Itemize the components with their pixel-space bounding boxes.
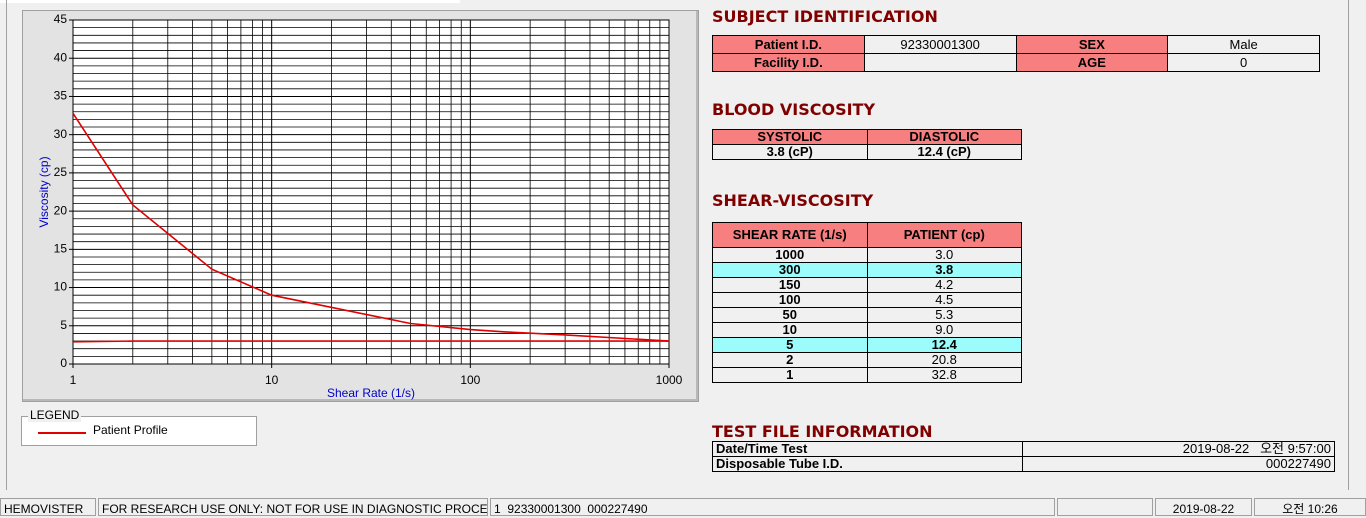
shear-rate: 100: [712, 292, 868, 308]
row: Disposable Tube I.D. 000227490: [712, 456, 1335, 472]
patient-value: 3.0: [866, 247, 1022, 263]
row: Patient I.D. 92330001300 SEX Male: [712, 35, 1320, 54]
section-title: TEST FILE INFORMATION: [712, 422, 933, 441]
shear-rate: 1: [712, 367, 868, 383]
patient-value: 5.3: [866, 307, 1022, 323]
label: Patient I.D.: [712, 35, 865, 54]
patient-value: 4.2: [866, 277, 1022, 293]
x-axis-label: Shear Rate (1/s): [327, 386, 415, 400]
row: SHEAR RATE (1/s) PATIENT (cp): [712, 222, 1022, 248]
patient-value: 20.8: [866, 352, 1022, 368]
row: 5 12.4: [712, 337, 1022, 353]
shear-rate: 1000: [712, 247, 868, 263]
row: SYSTOLIC DIASTOLIC: [712, 129, 1022, 145]
chart: 0 5 10 15 20 25 30 35 40 45 1 10 100 1000 Shear Rate (…: [37, 12, 683, 400]
series-line: [72, 340, 669, 343]
row: 50 5.3: [712, 307, 1022, 323]
y-tick-label: 25: [54, 165, 68, 179]
header: SYSTOLIC: [712, 129, 868, 145]
label: Disposable Tube I.D.: [712, 456, 1023, 472]
value: 3.8 (cP): [712, 144, 868, 160]
x-tick-label: 1: [70, 373, 77, 387]
value: 92330001300: [863, 35, 1017, 54]
patient-value: 12.4: [866, 337, 1022, 353]
status-notice: FOR RESEARCH USE ONLY: NOT FOR USE IN DI…: [98, 498, 488, 516]
legend-entry: Patient Profile: [93, 423, 168, 437]
x-tick-label: 10: [265, 373, 279, 387]
status-time: 오전 10:26: [1254, 498, 1366, 516]
y-tick-label: 15: [54, 242, 68, 256]
value: [863, 53, 1017, 72]
row: 100 4.5: [712, 292, 1022, 308]
blood-viscosity-table: SYSTOLIC DIASTOLIC 3.8 (cP) 12.4 (cP): [712, 129, 1022, 160]
y-tick-label: 45: [54, 12, 68, 26]
value: 000227490: [1022, 456, 1335, 472]
legend-swatch-area: Patient Profile: [38, 423, 168, 437]
y-tick-label: 30: [54, 127, 68, 141]
shear-rate: 150: [712, 277, 868, 293]
row: Facility I.D. AGE 0: [712, 53, 1320, 72]
section-title: SUBJECT IDENTIFICATION: [712, 7, 938, 26]
panel-edge: [6, 0, 7, 490]
subject-table: Patient I.D. 92330001300 SEX Male Facili…: [712, 35, 1320, 72]
section-title: SHEAR-VISCOSITY: [712, 191, 874, 210]
top-strip: [0, 0, 460, 3]
legend-title: LEGEND: [28, 408, 82, 422]
section-title: BLOOD VISCOSITY: [712, 100, 876, 119]
status-app: HEMOVISTER: [0, 498, 96, 516]
shear-rate: 300: [712, 262, 868, 278]
plot-area: [72, 19, 670, 365]
value: 2019-08-22 오전 9:57:00: [1022, 441, 1335, 457]
status-blank: [1057, 498, 1153, 516]
shear-rate: 5: [712, 337, 868, 353]
patient-value: 9.0: [866, 322, 1022, 338]
row: 3.8 (cP) 12.4 (cP): [712, 144, 1022, 160]
panel-edge: [1348, 0, 1349, 490]
row: 1000 3.0: [712, 247, 1022, 263]
y-tick-label: 40: [54, 50, 68, 64]
label: SEX: [1015, 35, 1169, 54]
series-line: [72, 112, 670, 342]
y-tick-label: 0: [60, 356, 67, 370]
row: 300 3.8: [712, 262, 1022, 278]
test-file-table: Date/Time Test 2019-08-22 오전 9:57:00 Dispo…: [712, 441, 1335, 472]
y-tick-label: 10: [54, 280, 68, 294]
label: AGE: [1015, 53, 1169, 72]
status-bar: HEMOVISTER FOR RESEARCH USE ONLY: NOT FO…: [0, 496, 1366, 518]
value: Male: [1167, 35, 1320, 54]
value: 0: [1167, 53, 1320, 72]
shear-table: SHEAR RATE (1/s) PATIENT (cp) 1000 3.0 300…: [712, 222, 1022, 383]
row: 150 4.2: [712, 277, 1022, 293]
shear-rate: 2: [712, 352, 868, 368]
status-record: 1 92330001300 000227490: [490, 498, 1055, 516]
header: PATIENT (cp): [866, 222, 1022, 248]
x-tick-label: 1000: [656, 373, 683, 387]
x-tick-label: 100: [460, 373, 480, 387]
label: Facility I.D.: [712, 53, 865, 72]
shear-rate: 10: [712, 322, 868, 338]
shear-rate: 50: [712, 307, 868, 323]
label: Date/Time Test: [712, 441, 1023, 457]
row: 1 32.8: [712, 367, 1022, 383]
chart-panel: 0 5 10 15 20 25 30 35 40 45 1 10 100 1000 Shear Rate (…: [22, 10, 699, 402]
row: 2 20.8: [712, 352, 1022, 368]
y-tick-label: 35: [54, 89, 68, 103]
header: DIASTOLIC: [866, 129, 1022, 145]
header: SHEAR RATE (1/s): [712, 222, 868, 248]
row: 10 9.0: [712, 322, 1022, 338]
patient-value: 3.8: [866, 262, 1022, 278]
status-date: 2019-08-22: [1155, 498, 1252, 516]
y-tick-label: 20: [54, 203, 68, 217]
row: Date/Time Test 2019-08-22 오전 9:57:00: [712, 441, 1335, 457]
patient-value: 4.5: [866, 292, 1022, 308]
y-axis-label: Viscosity (cp): [37, 156, 51, 227]
patient-value: 32.8: [866, 367, 1022, 383]
value: 12.4 (cP): [866, 144, 1022, 160]
y-tick-label: 5: [60, 318, 67, 332]
